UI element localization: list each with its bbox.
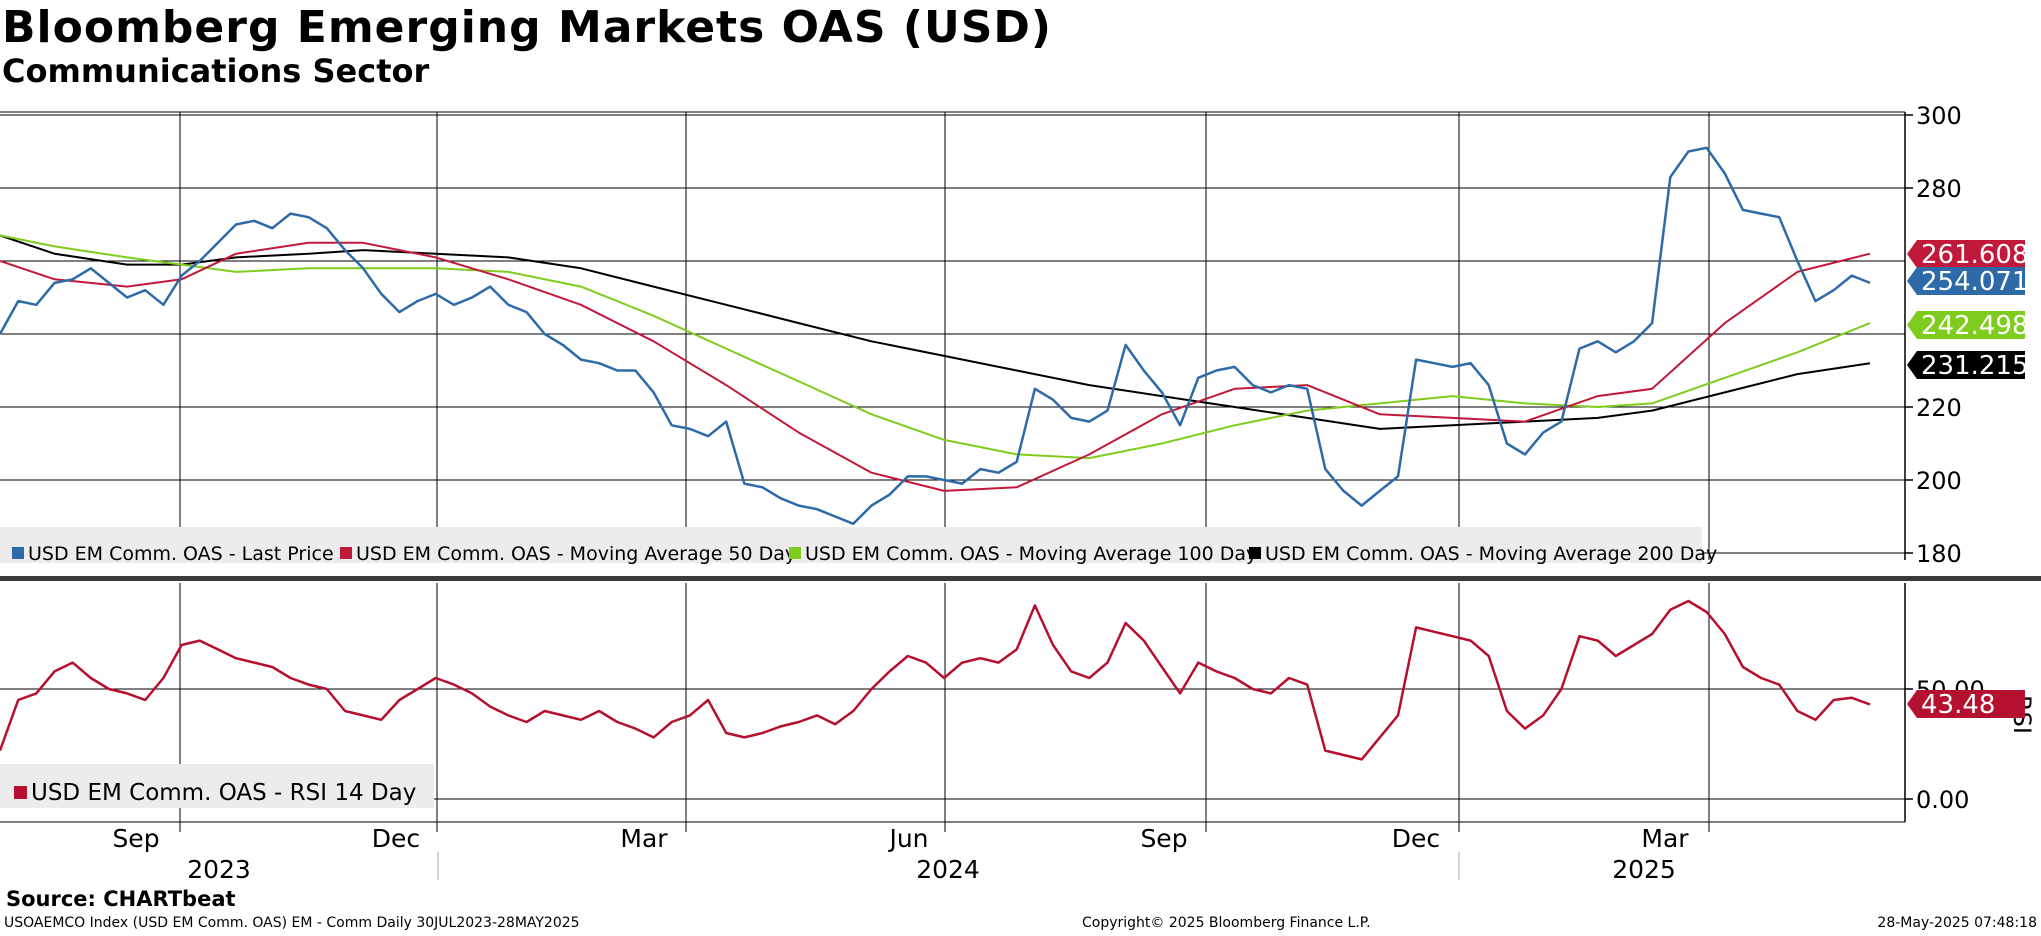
price-y-tick-label: 280: [1916, 175, 1962, 203]
price-y-tick-label: 220: [1916, 394, 1962, 422]
flag-last-price-text: 254.071: [1921, 267, 2029, 297]
x-year-label: 2025: [1612, 855, 1676, 880]
footer-ticker-info: USOAEMCO Index (USD EM Comm. OAS) EM - C…: [4, 915, 580, 931]
legend-label-rsi: USD EM Comm. OAS - RSI 14 Day: [31, 780, 416, 806]
legend-swatch-ma50: [340, 547, 352, 559]
series-layer: [0, 146, 1871, 761]
footer-timestamp: 28-May-2025 07:48:18: [1877, 915, 2037, 931]
x-month-label: Jun: [887, 824, 928, 853]
chart-title: Bloomberg Emerging Markets OAS (USD): [2, 2, 1053, 53]
series-line-rsi: [0, 599, 1871, 761]
price-legend-box: [0, 527, 1702, 563]
legend-swatch-ma200: [1249, 547, 1261, 559]
flag-ma200-bg: [1907, 351, 2025, 379]
price-y-tick-label: 300: [1916, 102, 1962, 130]
x-month-label: Sep: [1140, 824, 1187, 853]
chart-canvas: 30028022020018050.000.00RSISepDecMarJunS…: [0, 102, 2041, 880]
x-month-label: Dec: [372, 824, 420, 853]
panel-separator: [0, 576, 2041, 581]
rsi-y-tick-label: 0.00: [1916, 786, 1969, 814]
x-month-label: Mar: [620, 824, 668, 853]
flag-ma100-bg: [1907, 311, 2025, 339]
flag-last-price-bg: [1907, 267, 2025, 295]
legend-swatch-last: [12, 547, 24, 559]
series-line-last: [0, 146, 1871, 526]
grid-lines: [0, 111, 2041, 823]
flag-rsi-text: 43.48: [1921, 690, 1995, 720]
x-month-label: Sep: [112, 824, 159, 853]
legend-label-ma200: USD EM Comm. OAS - Moving Average 200 Da…: [1265, 543, 1717, 565]
flag-ma200-text: 231.215: [1921, 351, 2029, 381]
flag-ma50-text: 261.608: [1921, 240, 2029, 270]
price-y-tick-label: 180: [1916, 540, 1962, 568]
legend-label-ma50: USD EM Comm. OAS - Moving Average 50 Day: [356, 543, 796, 565]
x-month-label: Mar: [1641, 824, 1689, 853]
footer-copyright: Copyright© 2025 Bloomberg Finance L.P.: [1082, 915, 1371, 931]
legend-label-ma100: USD EM Comm. OAS - Moving Average 100 Da…: [805, 543, 1257, 565]
x-month-label: Dec: [1392, 824, 1440, 853]
series-line-ma100: [0, 234, 1871, 460]
legend-layer: USD EM Comm. OAS - Last Price USD EM Comm…: [0, 527, 1717, 808]
legend-swatch-rsi: [14, 786, 27, 799]
chart-subtitle: Communications Sector: [2, 52, 430, 90]
rsi-legend-box: [0, 764, 434, 808]
flag-ma100-text: 242.498: [1921, 311, 2029, 341]
x-year-label: 2024: [916, 855, 980, 880]
axis-layer: 30028022020018050.000.00RSISepDecMarJunS…: [112, 102, 2036, 880]
series-line-ma50: [0, 241, 1871, 492]
flag-ma50-bg: [1907, 240, 2025, 268]
legend-swatch-ma100: [789, 547, 801, 559]
source-label: Source: CHARTbeat: [6, 887, 236, 911]
price-y-tick-label: 200: [1916, 467, 1962, 495]
x-year-label: 2023: [187, 855, 251, 880]
legend-label-last: USD EM Comm. OAS - Last Price: [28, 543, 334, 565]
flag-rsi-bg: [1907, 690, 2025, 718]
